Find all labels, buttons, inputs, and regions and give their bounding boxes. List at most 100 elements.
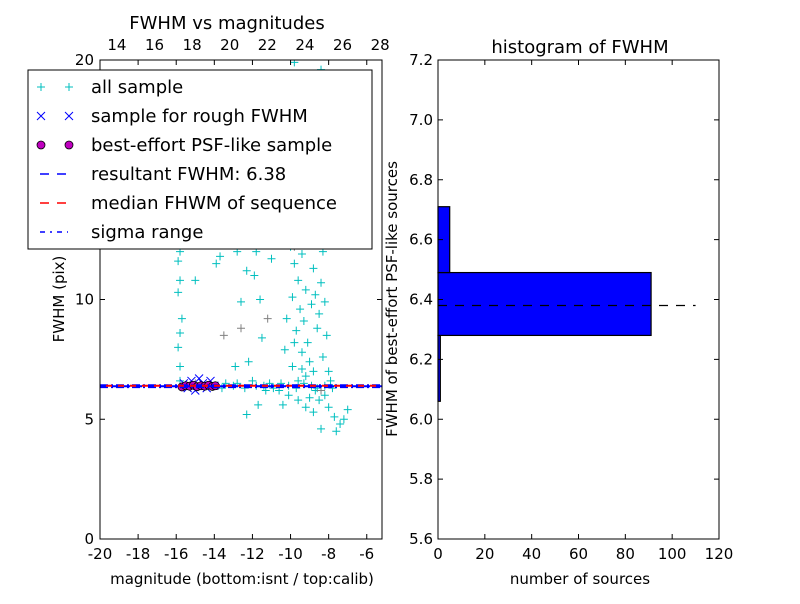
plus-point bbox=[242, 266, 251, 275]
histogram-plot: 0 20 40 60 80 100 120 5.6 5.8 6.0 6.2 6.4 6.6 6.8 7.0 7… bbox=[409, 51, 733, 563]
plus-point bbox=[315, 396, 324, 405]
plus-point bbox=[288, 362, 297, 371]
plus-point bbox=[294, 376, 303, 385]
plus-point bbox=[176, 362, 185, 371]
plus-point bbox=[294, 396, 303, 405]
plus-point bbox=[237, 324, 245, 333]
histogram-bar bbox=[437, 271, 652, 337]
plus-point bbox=[320, 297, 329, 306]
plus-point bbox=[290, 338, 299, 347]
top-x-tick-label: 22 bbox=[258, 36, 277, 54]
plus-point bbox=[248, 376, 257, 385]
plus-point bbox=[250, 271, 259, 280]
plus-point bbox=[242, 410, 251, 419]
plus-point bbox=[301, 403, 310, 412]
plus-point bbox=[284, 391, 293, 400]
plus-point bbox=[299, 317, 308, 326]
plus-point bbox=[332, 427, 341, 436]
plus-point bbox=[318, 352, 327, 361]
plus-point bbox=[257, 333, 266, 342]
plus-point bbox=[267, 254, 276, 263]
plus-point bbox=[216, 252, 225, 261]
top-x-tick-label: 14 bbox=[107, 36, 126, 54]
legend: all sample sample for rough FWHM best-effo… bbox=[27, 69, 373, 250]
plus-point bbox=[263, 314, 272, 323]
plus-point bbox=[288, 293, 297, 302]
y-tick-label: 5 bbox=[84, 410, 94, 428]
plus-point bbox=[301, 285, 310, 294]
top-x-tick-label: 18 bbox=[183, 36, 202, 54]
legend-x-icon bbox=[36, 111, 46, 121]
top-x-tick-label: 24 bbox=[295, 36, 314, 54]
plus-point bbox=[315, 309, 324, 318]
x-tick-label: -20 bbox=[88, 545, 113, 563]
legend-label: sigma range bbox=[91, 222, 203, 243]
plus-point bbox=[237, 297, 245, 306]
top-x-tick-label: 16 bbox=[145, 36, 164, 54]
scatter-xlabel: magnitude (bottom:isnt / top:calib) bbox=[110, 570, 374, 588]
legend-label: best-effort PSF-like sample bbox=[91, 135, 332, 156]
legend-box bbox=[27, 69, 373, 250]
plus-point bbox=[296, 305, 305, 314]
x-tick-label: 120 bbox=[705, 545, 734, 563]
y-tick-label: 6.0 bbox=[409, 410, 433, 428]
plus-point bbox=[320, 391, 329, 400]
legend-circle-icon bbox=[64, 140, 74, 150]
hist-title: histogram of FWHM bbox=[491, 37, 668, 58]
legend-label: all sample bbox=[91, 77, 183, 98]
plus-point bbox=[290, 259, 299, 268]
hist-xlabel: number of sources bbox=[510, 570, 650, 588]
plus-point bbox=[313, 324, 322, 333]
x-tick-label: 0 bbox=[433, 545, 443, 563]
y-tick-label: 7.0 bbox=[409, 111, 433, 129]
plus-point bbox=[244, 357, 253, 366]
x-tick-label: 80 bbox=[616, 545, 635, 563]
plus-point bbox=[324, 403, 333, 412]
y-tick-label: 0 bbox=[84, 530, 94, 548]
x-point bbox=[194, 374, 204, 383]
plus-point bbox=[309, 367, 318, 376]
plus-point bbox=[282, 314, 291, 323]
legend-label: resultant FWHM: 6.38 bbox=[91, 164, 286, 185]
plus-point bbox=[290, 60, 299, 67]
plus-point bbox=[219, 331, 228, 340]
plus-point bbox=[297, 348, 306, 357]
plus-point bbox=[343, 405, 352, 414]
plus-point bbox=[294, 276, 303, 285]
y-tick-label: 6.4 bbox=[409, 291, 433, 309]
scatter-ylabel: FWHM (pix) bbox=[50, 256, 68, 343]
plus-point bbox=[324, 367, 333, 376]
plus-point bbox=[177, 314, 186, 323]
plus-point bbox=[297, 364, 306, 373]
hist-ylabel: FWHM of best-effort PSF-like sources bbox=[383, 161, 401, 437]
plus-point bbox=[191, 276, 200, 285]
plus-point bbox=[278, 400, 287, 409]
x-tick-label: -8 bbox=[321, 545, 336, 563]
plus-point bbox=[317, 278, 326, 287]
y-tick-label: 20 bbox=[75, 51, 94, 69]
plus-point bbox=[256, 295, 265, 304]
plus-point bbox=[176, 276, 185, 285]
plus-point bbox=[303, 338, 312, 347]
scatter-plot: -20 -18 -16 -14 -12 -10 -8 -6 14 16 18 20 22 24 26 28 0 5… bbox=[75, 36, 390, 563]
plus-point bbox=[297, 249, 306, 258]
plus-point bbox=[317, 386, 326, 395]
legend-label: sample for rough FWHM bbox=[91, 106, 308, 127]
plus-point bbox=[326, 376, 335, 385]
y-tick-label: 5.6 bbox=[409, 530, 433, 548]
plus-point bbox=[292, 326, 301, 335]
plus-point bbox=[174, 288, 183, 297]
plus-point bbox=[339, 415, 348, 424]
plus-point bbox=[212, 259, 221, 268]
top-x-tick-label: 28 bbox=[371, 36, 390, 54]
x-tick-label: -10 bbox=[278, 545, 303, 563]
y-tick-label: 10 bbox=[75, 291, 94, 309]
plus-point bbox=[307, 300, 316, 309]
x-tick-label: 20 bbox=[475, 545, 494, 563]
plus-point bbox=[309, 408, 318, 417]
y-tick-label: 6.8 bbox=[409, 171, 433, 189]
plus-point bbox=[309, 264, 318, 273]
plus-point bbox=[311, 290, 320, 299]
plus-point bbox=[305, 357, 314, 366]
